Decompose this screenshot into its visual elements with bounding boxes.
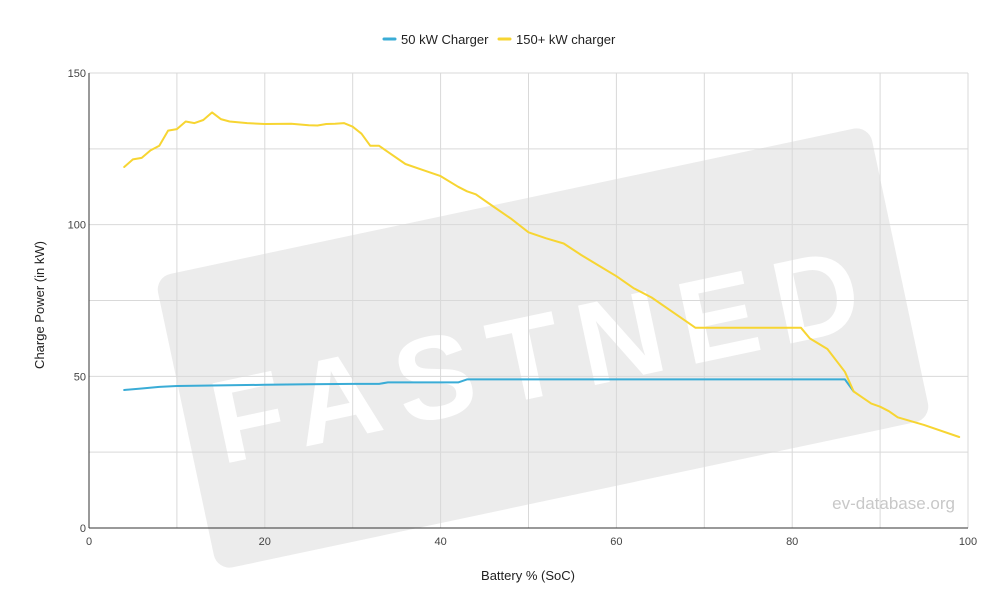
x-tick-label: 80 <box>786 536 798 548</box>
series-lines <box>123 111 961 438</box>
x-tick-label: 20 <box>259 536 271 548</box>
y-tick-label: 150 <box>68 68 86 80</box>
y-tick-label: 50 <box>74 371 86 383</box>
series-line-150kw <box>123 111 961 438</box>
brand-watermark: FASTNED <box>157 128 929 568</box>
x-axis-title: Battery % (SoC) <box>481 568 575 583</box>
x-tick-label: 60 <box>610 536 622 548</box>
x-tick-label: 40 <box>434 536 446 548</box>
legend-item-150kw[interactable]: 150+ kW charger <box>497 32 616 47</box>
legend: 50 kW Charger 150+ kW charger <box>382 32 616 47</box>
y-tick-label: 100 <box>68 220 86 232</box>
series-line-50kw <box>123 378 855 393</box>
x-tick-labels: 0 20 40 60 80 100 <box>86 536 977 548</box>
site-watermark: ev-database.org <box>832 494 955 513</box>
legend-label-150kw: 150+ kW charger <box>516 32 616 47</box>
grid-lines <box>89 72 969 528</box>
y-tick-label: 0 <box>80 523 86 535</box>
legend-label-50kw: 50 kW Charger <box>401 32 489 47</box>
x-tick-label: 0 <box>86 536 92 548</box>
y-tick-labels: 0 50 100 150 <box>68 68 86 535</box>
y-axis-title: Charge Power (in kW) <box>32 241 47 369</box>
axes <box>88 73 968 529</box>
x-tick-label: 100 <box>959 536 977 548</box>
brand-watermark-box <box>157 128 929 568</box>
legend-item-50kw[interactable]: 50 kW Charger <box>382 32 489 47</box>
